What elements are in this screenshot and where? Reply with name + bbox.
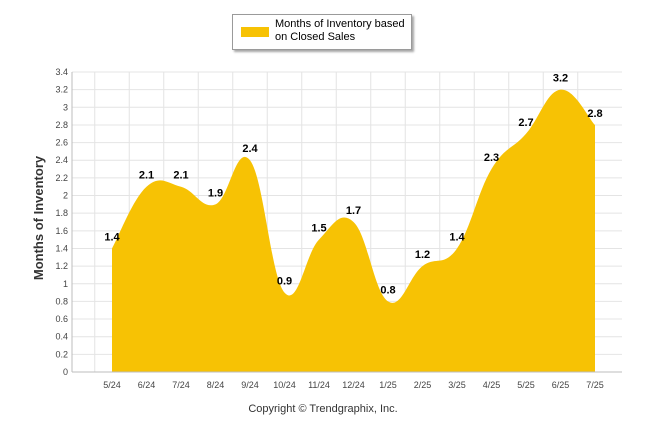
x-tick-label: 7/25 [586,380,604,390]
x-tick-label: 6/25 [552,380,570,390]
data-label: 0.8 [380,284,395,296]
data-label: 1.4 [449,231,465,243]
x-tick-label: 4/25 [483,380,501,390]
x-tick-label: 10/24 [273,380,296,390]
y-tick-label: 2.4 [55,155,68,165]
legend-label: Months of Inventory based on Closed Sale… [275,18,405,43]
data-label: 1.5 [311,223,326,235]
y-tick-label: 2.8 [55,120,68,130]
x-tick-label: 9/24 [241,380,259,390]
x-tick-labels: 5/24 6/24 7/24 8/24 9/24 10/24 11/24 12/24 1/25 2… [103,380,604,390]
data-label: 3.2 [553,73,568,85]
y-tick-label: 0.4 [55,332,68,342]
data-label: 2.4 [242,143,258,155]
y-tick-label: 0.6 [55,314,68,324]
y-tick-label: 1.4 [55,243,68,253]
y-tick-label: 3.4 [55,67,68,77]
data-label: 0.9 [277,276,292,288]
x-tick-label: 1/25 [379,380,397,390]
y-tick-label: 2.2 [55,173,68,183]
y-tick-label: 1.8 [55,208,68,218]
y-tick-label: 2.6 [55,138,68,148]
x-tick-label: 5/24 [103,380,121,390]
x-tick-label: 12/24 [342,380,365,390]
y-tick-label: 0.8 [55,296,68,306]
y-axis-label: Months of Inventory [31,155,46,280]
data-label: 1.4 [104,231,120,243]
data-label: 2.7 [518,117,533,129]
x-tick-label: 2/25 [414,380,432,390]
copyright-text: Copyright © Trendgraphix, Inc. [248,403,398,415]
data-label: 1.2 [415,249,430,261]
y-tick-label: 1.2 [55,261,68,271]
x-tick-label: 3/25 [448,380,466,390]
x-tick-label: 6/24 [138,380,156,390]
inventory-area-series [112,89,595,372]
data-label: 1.7 [346,205,361,217]
y-tick-label: 0.2 [55,349,68,359]
data-label: 2.3 [484,152,499,164]
y-tick-label: 0 [63,367,68,377]
y-tick-label: 1 [63,279,68,289]
data-label: 2.1 [173,170,188,182]
legend: Months of Inventory based on Closed Sale… [232,14,412,50]
legend-swatch [241,27,269,37]
data-label: 2.8 [587,108,602,120]
x-tick-label: 8/24 [207,380,225,390]
y-tick-labels: 0 0.2 0.4 0.6 0.8 1 1.2 1.4 1.6 1.8 2 2.2 2.4 2.6 2.8 3… [55,67,68,377]
x-tick-label: 7/24 [172,380,190,390]
data-label: 2.1 [139,170,154,182]
data-label: 1.9 [208,187,223,199]
y-tick-label: 3 [63,102,68,112]
y-tick-label: 2 [63,191,68,201]
x-tick-label: 11/24 [308,380,330,390]
y-tick-label: 1.6 [55,226,68,236]
axes [71,72,622,373]
data-labels: 1.4 2.1 2.1 1.9 2.4 0.9 1.5 1.7 0.8 1.2 1.4 2.3 2.7 3… [104,73,602,297]
y-tick-label: 3.2 [55,85,68,95]
x-tick-label: 5/25 [517,380,535,390]
